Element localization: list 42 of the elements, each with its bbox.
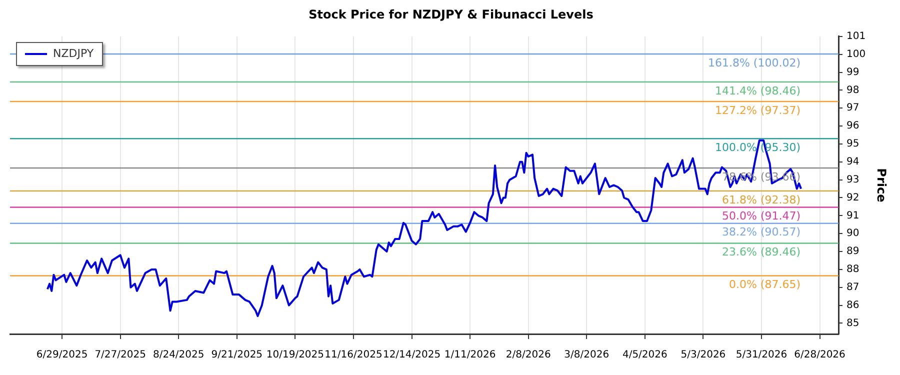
- y-tick-label: 86: [846, 300, 860, 311]
- x-tick-label: 9/21/2025: [211, 350, 263, 361]
- y-tick-label: 89: [846, 246, 860, 258]
- y-tick-label: 98: [846, 84, 860, 96]
- x-tick-label: 3/8/2026: [564, 350, 610, 361]
- ref-line-label: 127.2% (97.37): [714, 104, 801, 117]
- ref-line-label: 23.6% (89.46): [722, 246, 801, 259]
- ref-line-label: 38.2% (90.57): [722, 226, 801, 239]
- x-tick-label: 5/3/2026: [680, 350, 726, 361]
- legend-label: NZDJPY: [53, 46, 94, 62]
- y-tick-label: 96: [846, 120, 860, 132]
- y-tick-label: 94: [846, 156, 860, 168]
- x-tick-label: 12/14/2025: [382, 350, 441, 361]
- ref-line-label: 141.4% (98.46): [714, 84, 801, 98]
- ref-line-label: 61.8% (92.38): [722, 193, 801, 206]
- x-tick-label: 8/24/2025: [152, 350, 204, 361]
- x-tick-label: 5/31/2026: [736, 350, 788, 361]
- x-tick-label: 6/28/2026: [794, 350, 846, 361]
- x-tick-label: 7/27/2025: [94, 350, 146, 361]
- y-axis-title: Price: [874, 168, 889, 202]
- x-tick-label: 11/16/2025: [324, 350, 382, 361]
- y-tick-label: 91: [846, 210, 860, 222]
- chart-title: Stock Price for NZDJPY & Fibunacci Levels: [308, 7, 594, 22]
- y-tick-label: 95: [846, 138, 860, 150]
- y-tick-label: 85: [846, 318, 860, 329]
- x-tick-label: 6/29/2025: [36, 350, 88, 361]
- y-tick-label: 101: [846, 30, 866, 42]
- y-tick-label: 99: [846, 66, 860, 78]
- y-tick-label: 90: [846, 228, 860, 240]
- ref-line-label: 0.0% (87.65): [728, 278, 801, 292]
- y-tick-label: 100: [846, 48, 866, 60]
- x-tick-label: 2/8/2026: [506, 350, 551, 361]
- x-tick-label: 10/19/2025: [266, 350, 324, 361]
- x-tick-label: 4/5/2026: [622, 350, 668, 361]
- ref-line-label: 161.8% (100.02): [708, 56, 801, 70]
- y-tick-label: 93: [846, 174, 860, 186]
- y-tick-label: 97: [846, 102, 860, 114]
- ref-line-label: 50.0% (91.47): [722, 210, 801, 223]
- x-tick-label: 1/11/2026: [444, 350, 496, 361]
- y-tick-label: 92: [846, 192, 860, 204]
- y-tick-label: 88: [846, 264, 860, 276]
- y-tick-label: 87: [846, 282, 860, 293]
